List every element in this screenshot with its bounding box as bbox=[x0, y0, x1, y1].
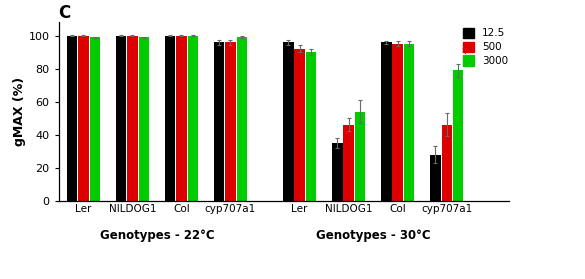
Bar bbox=[236, 37, 247, 201]
Bar bbox=[139, 37, 149, 201]
Bar bbox=[176, 35, 187, 201]
Bar bbox=[165, 35, 175, 201]
Bar bbox=[404, 44, 414, 201]
Legend: 12.5, 500, 3000: 12.5, 500, 3000 bbox=[463, 28, 508, 66]
Bar bbox=[442, 125, 452, 201]
Bar bbox=[430, 155, 441, 201]
Bar bbox=[393, 44, 403, 201]
Bar bbox=[306, 52, 316, 201]
Bar bbox=[78, 35, 88, 201]
Bar bbox=[214, 42, 225, 201]
Bar bbox=[355, 112, 365, 201]
Bar bbox=[188, 35, 198, 201]
Bar bbox=[90, 37, 100, 201]
Bar bbox=[453, 70, 463, 201]
Bar bbox=[127, 35, 137, 201]
Bar bbox=[294, 49, 305, 201]
Bar bbox=[225, 42, 236, 201]
Text: *: * bbox=[462, 46, 469, 60]
Bar bbox=[116, 35, 126, 201]
Bar bbox=[332, 143, 343, 201]
Text: Genotypes - 22°C: Genotypes - 22°C bbox=[99, 229, 214, 242]
Bar bbox=[67, 35, 77, 201]
Bar bbox=[283, 42, 294, 201]
Bar bbox=[343, 125, 354, 201]
Text: Genotypes - 30°C: Genotypes - 30°C bbox=[316, 229, 431, 242]
Y-axis label: gMAX (%): gMAX (%) bbox=[13, 77, 26, 146]
Text: C: C bbox=[58, 4, 71, 22]
Bar bbox=[381, 42, 391, 201]
